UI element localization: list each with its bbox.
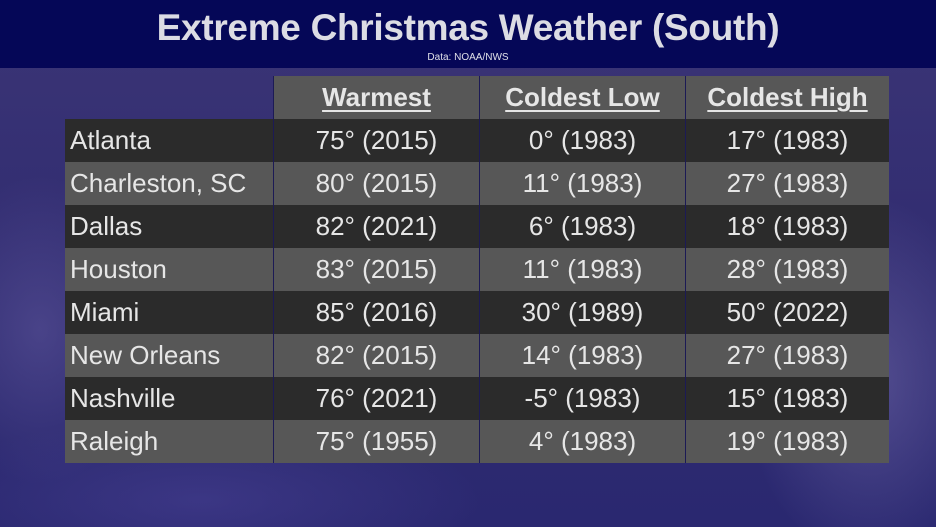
table-row: Nashville 76° (2021) -5° (1983) 15° (198… — [65, 377, 889, 420]
coldest-high-cell: 17° (1983) — [685, 119, 889, 162]
warmest-cell: 85° (2016) — [273, 291, 480, 334]
coldest-high-cell: 27° (1983) — [685, 162, 889, 205]
corner-cell — [65, 76, 274, 119]
city-cell: New Orleans — [65, 334, 274, 377]
table-row: Charleston, SC 80° (2015) 11° (1983) 27°… — [65, 162, 889, 205]
coldest-high-cell: 15° (1983) — [685, 377, 889, 420]
city-cell: Raleigh — [65, 420, 274, 463]
table-row: Atlanta 75° (2015) 0° (1983) 17° (1983) — [65, 119, 889, 162]
table-row: Houston 83° (2015) 11° (1983) 28° (1983) — [65, 248, 889, 291]
city-cell: Charleston, SC — [65, 162, 274, 205]
coldest-low-cell: 11° (1983) — [479, 248, 686, 291]
coldest-low-cell: 14° (1983) — [479, 334, 686, 377]
page-title: Extreme Christmas Weather (South) — [156, 7, 780, 48]
col-coldest-low: Coldest Low — [479, 76, 686, 119]
header-banner: Extreme Christmas Weather (South) Data: … — [0, 0, 936, 68]
warmest-cell: 82° (2015) — [273, 334, 480, 377]
warmest-cell: 83° (2015) — [273, 248, 480, 291]
city-cell: Dallas — [65, 205, 274, 248]
warmest-cell: 75° (1955) — [273, 420, 480, 463]
city-cell: Nashville — [65, 377, 274, 420]
table-row: New Orleans 82° (2015) 14° (1983) 27° (1… — [65, 334, 889, 377]
weather-table: Warmest Coldest Low Coldest High Atlanta… — [65, 76, 889, 463]
coldest-low-cell: 30° (1989) — [479, 291, 686, 334]
coldest-low-cell: -5° (1983) — [479, 377, 686, 420]
coldest-low-cell: 4° (1983) — [479, 420, 686, 463]
city-cell: Atlanta — [65, 119, 274, 162]
warmest-cell: 80° (2015) — [273, 162, 480, 205]
col-warmest: Warmest — [273, 76, 480, 119]
coldest-high-cell: 19° (1983) — [685, 420, 889, 463]
coldest-high-cell: 27° (1983) — [685, 334, 889, 377]
city-cell: Houston — [65, 248, 274, 291]
warmest-cell: 76° (2021) — [273, 377, 480, 420]
coldest-low-cell: 0° (1983) — [479, 119, 686, 162]
col-coldest-high: Coldest High — [685, 76, 889, 119]
coldest-high-cell: 28° (1983) — [685, 248, 889, 291]
city-cell: Miami — [65, 291, 274, 334]
coldest-low-cell: 6° (1983) — [479, 205, 686, 248]
table-row: Miami 85° (2016) 30° (1989) 50° (2022) — [65, 291, 889, 334]
coldest-low-cell: 11° (1983) — [479, 162, 686, 205]
warmest-cell: 82° (2021) — [273, 205, 480, 248]
table-row: Raleigh 75° (1955) 4° (1983) 19° (1983) — [65, 420, 889, 463]
coldest-high-cell: 18° (1983) — [685, 205, 889, 248]
warmest-cell: 75° (2015) — [273, 119, 480, 162]
coldest-high-cell: 50° (2022) — [685, 291, 889, 334]
data-source: Data: NOAA/NWS — [427, 52, 509, 63]
table-row: Dallas 82° (2021) 6° (1983) 18° (1983) — [65, 205, 889, 248]
header-row: Warmest Coldest Low Coldest High — [65, 76, 889, 119]
